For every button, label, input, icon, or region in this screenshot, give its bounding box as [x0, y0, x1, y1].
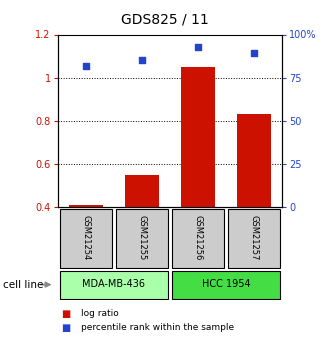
Text: ■: ■	[61, 309, 70, 319]
Bar	[237, 114, 271, 207]
Text: percentile rank within the sample: percentile rank within the sample	[81, 323, 234, 332]
Point	[83, 63, 88, 68]
Bar	[228, 209, 280, 268]
Point	[195, 44, 201, 49]
Bar	[125, 175, 159, 207]
Point	[139, 58, 145, 63]
Bar	[181, 67, 215, 207]
Text: GSM21256: GSM21256	[193, 215, 203, 261]
Bar	[172, 271, 280, 298]
Bar	[60, 209, 112, 268]
Text: GDS825 / 11: GDS825 / 11	[121, 12, 209, 26]
Bar	[172, 209, 224, 268]
Text: GSM21254: GSM21254	[81, 215, 90, 261]
Text: ■: ■	[61, 323, 70, 333]
Text: GSM21255: GSM21255	[137, 215, 147, 261]
Text: log ratio: log ratio	[81, 309, 118, 318]
Point	[251, 51, 257, 56]
Bar	[116, 209, 168, 268]
Text: GSM21257: GSM21257	[249, 215, 259, 261]
Bar	[69, 205, 103, 207]
Bar	[60, 271, 168, 298]
Text: MDA-MB-436: MDA-MB-436	[82, 279, 145, 289]
Text: HCC 1954: HCC 1954	[202, 279, 250, 289]
Text: cell line: cell line	[3, 280, 44, 289]
